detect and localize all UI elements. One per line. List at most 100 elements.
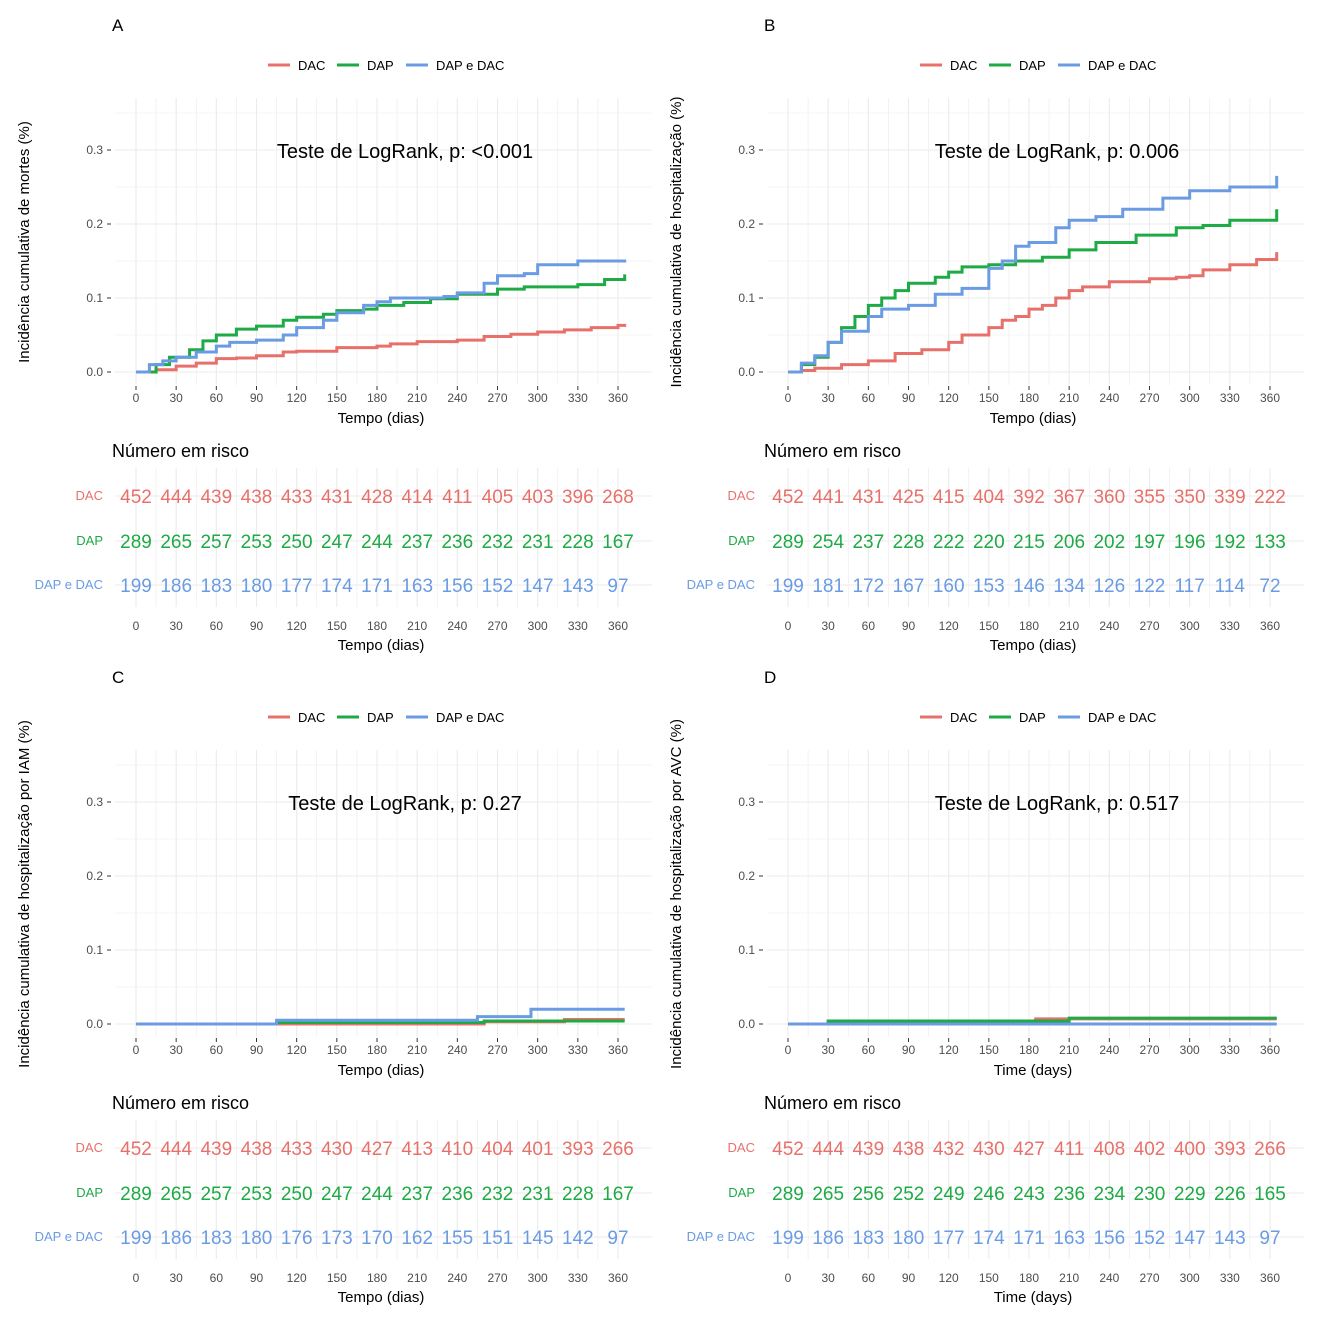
- legend-item: DAP e DAC: [406, 710, 504, 725]
- risk-value: 143: [562, 576, 594, 597]
- risk-value: 265: [160, 1184, 192, 1205]
- legend-label: DAC: [298, 710, 325, 725]
- risk-value: 428: [361, 487, 393, 508]
- risk-value: 226: [1214, 1184, 1246, 1205]
- risk-value: 438: [241, 487, 273, 508]
- risk-x-tick-label: 0: [785, 1271, 792, 1285]
- risk-table-title: Número em risco: [112, 441, 249, 461]
- risk-value: 177: [933, 1228, 965, 1249]
- risk-value: 186: [812, 1228, 844, 1249]
- legend-label: DAP: [1019, 58, 1046, 73]
- risk-value: 444: [812, 1139, 844, 1160]
- risk-x-tick-label: 210: [1059, 1271, 1079, 1285]
- risk-x-tick-label: 360: [1260, 619, 1280, 633]
- x-tick-label: 270: [487, 1043, 507, 1057]
- x-tick-label: 300: [1180, 1043, 1200, 1057]
- risk-value: 250: [281, 1184, 313, 1205]
- x-tick-label: 240: [447, 1043, 467, 1057]
- risk-value: 265: [160, 532, 192, 553]
- risk-x-tick-label: 210: [407, 1271, 427, 1285]
- risk-x-tick-label: 210: [407, 619, 427, 633]
- risk-value: 147: [1174, 1228, 1206, 1249]
- x-tick-label: 90: [250, 391, 264, 405]
- risk-x-tick-label: 300: [1180, 1271, 1200, 1285]
- risk-value: 228: [893, 532, 925, 553]
- risk-value: 427: [361, 1139, 393, 1160]
- x-tick-label: 60: [210, 1043, 224, 1057]
- risk-value: 439: [852, 1139, 884, 1160]
- risk-x-tick-label: 180: [1019, 1271, 1039, 1285]
- risk-table-grid: [767, 468, 1304, 607]
- y-tick-label: 0.0: [738, 1017, 755, 1031]
- series-line: [136, 274, 627, 374]
- grid: [115, 98, 652, 385]
- risk-value: 236: [441, 532, 473, 553]
- risk-x-tick-label: 0: [133, 1271, 140, 1285]
- x-tick-label: 360: [1260, 391, 1280, 405]
- risk-value: 215: [1013, 532, 1045, 553]
- x-tick-label: 330: [1220, 1043, 1240, 1057]
- risk-value: 427: [1013, 1139, 1045, 1160]
- risk-x-tick-label: 180: [367, 1271, 387, 1285]
- risk-x-tick-label: 330: [568, 619, 588, 633]
- risk-value: 244: [361, 532, 393, 553]
- risk-value: 143: [1214, 1228, 1246, 1249]
- x-tick-label: 180: [367, 1043, 387, 1057]
- risk-value: 393: [1214, 1139, 1246, 1160]
- risk-x-tick-label: 210: [1059, 619, 1079, 633]
- risk-value: 167: [602, 1184, 634, 1205]
- panel-label: B: [764, 16, 775, 35]
- risk-value: 155: [441, 1228, 473, 1249]
- risk-value: 230: [1134, 1184, 1166, 1205]
- risk-value: 405: [482, 487, 514, 508]
- legend-label: DAP: [367, 710, 394, 725]
- risk-value: 222: [1254, 487, 1286, 508]
- risk-value: 134: [1053, 576, 1085, 597]
- x-tick-label: 90: [250, 1043, 264, 1057]
- legend-item: DAC: [920, 58, 977, 73]
- x-tick-label: 300: [528, 1043, 548, 1057]
- risk-x-tick-label: 90: [902, 619, 916, 633]
- x-tick-label: 120: [939, 391, 959, 405]
- y-tick-label: 0.2: [738, 869, 755, 883]
- risk-value: 177: [281, 576, 313, 597]
- x-axis-label: Tempo (dias): [990, 410, 1077, 427]
- risk-x-tick-label: 240: [1099, 619, 1119, 633]
- risk-value: 156: [1093, 1228, 1125, 1249]
- risk-value: 180: [893, 1228, 925, 1249]
- risk-value: 170: [361, 1228, 393, 1249]
- risk-x-tick-label: 150: [979, 619, 999, 633]
- risk-value: 243: [1013, 1184, 1045, 1205]
- risk-value: 228: [562, 1184, 594, 1205]
- risk-value: 183: [852, 1228, 884, 1249]
- risk-value: 401: [522, 1139, 554, 1160]
- risk-value: 265: [812, 1184, 844, 1205]
- x-tick-label: 120: [287, 391, 307, 405]
- risk-value: 162: [401, 1228, 433, 1249]
- y-axis-label: Incidência cumulativa de mortes (%): [16, 121, 33, 363]
- risk-x-tick-label: 360: [608, 1271, 628, 1285]
- risk-x-tick-label: 90: [250, 619, 264, 633]
- risk-value: 165: [1254, 1184, 1286, 1205]
- risk-value: 452: [120, 487, 152, 508]
- risk-group-label: DAP e DAC: [35, 1229, 103, 1244]
- risk-x-tick-label: 270: [487, 619, 507, 633]
- x-tick-label: 240: [447, 391, 467, 405]
- legend-item: DAC: [268, 58, 325, 73]
- risk-x-tick-label: 120: [287, 619, 307, 633]
- risk-value: 415: [933, 487, 965, 508]
- x-tick-label: 90: [902, 391, 916, 405]
- risk-x-tick-label: 270: [487, 1271, 507, 1285]
- legend-label: DAP: [1019, 710, 1046, 725]
- risk-x-tick-label: 270: [1139, 1271, 1159, 1285]
- risk-value: 433: [281, 1139, 313, 1160]
- risk-value: 171: [1013, 1228, 1045, 1249]
- risk-value: 253: [241, 532, 273, 553]
- x-tick-label: 30: [821, 1043, 835, 1057]
- x-tick-label: 180: [1019, 1043, 1039, 1057]
- risk-x-tick-label: 90: [250, 1271, 264, 1285]
- risk-value: 153: [973, 576, 1005, 597]
- risk-value: 367: [1053, 487, 1085, 508]
- x-tick-label: 180: [367, 391, 387, 405]
- risk-value: 97: [607, 1228, 628, 1249]
